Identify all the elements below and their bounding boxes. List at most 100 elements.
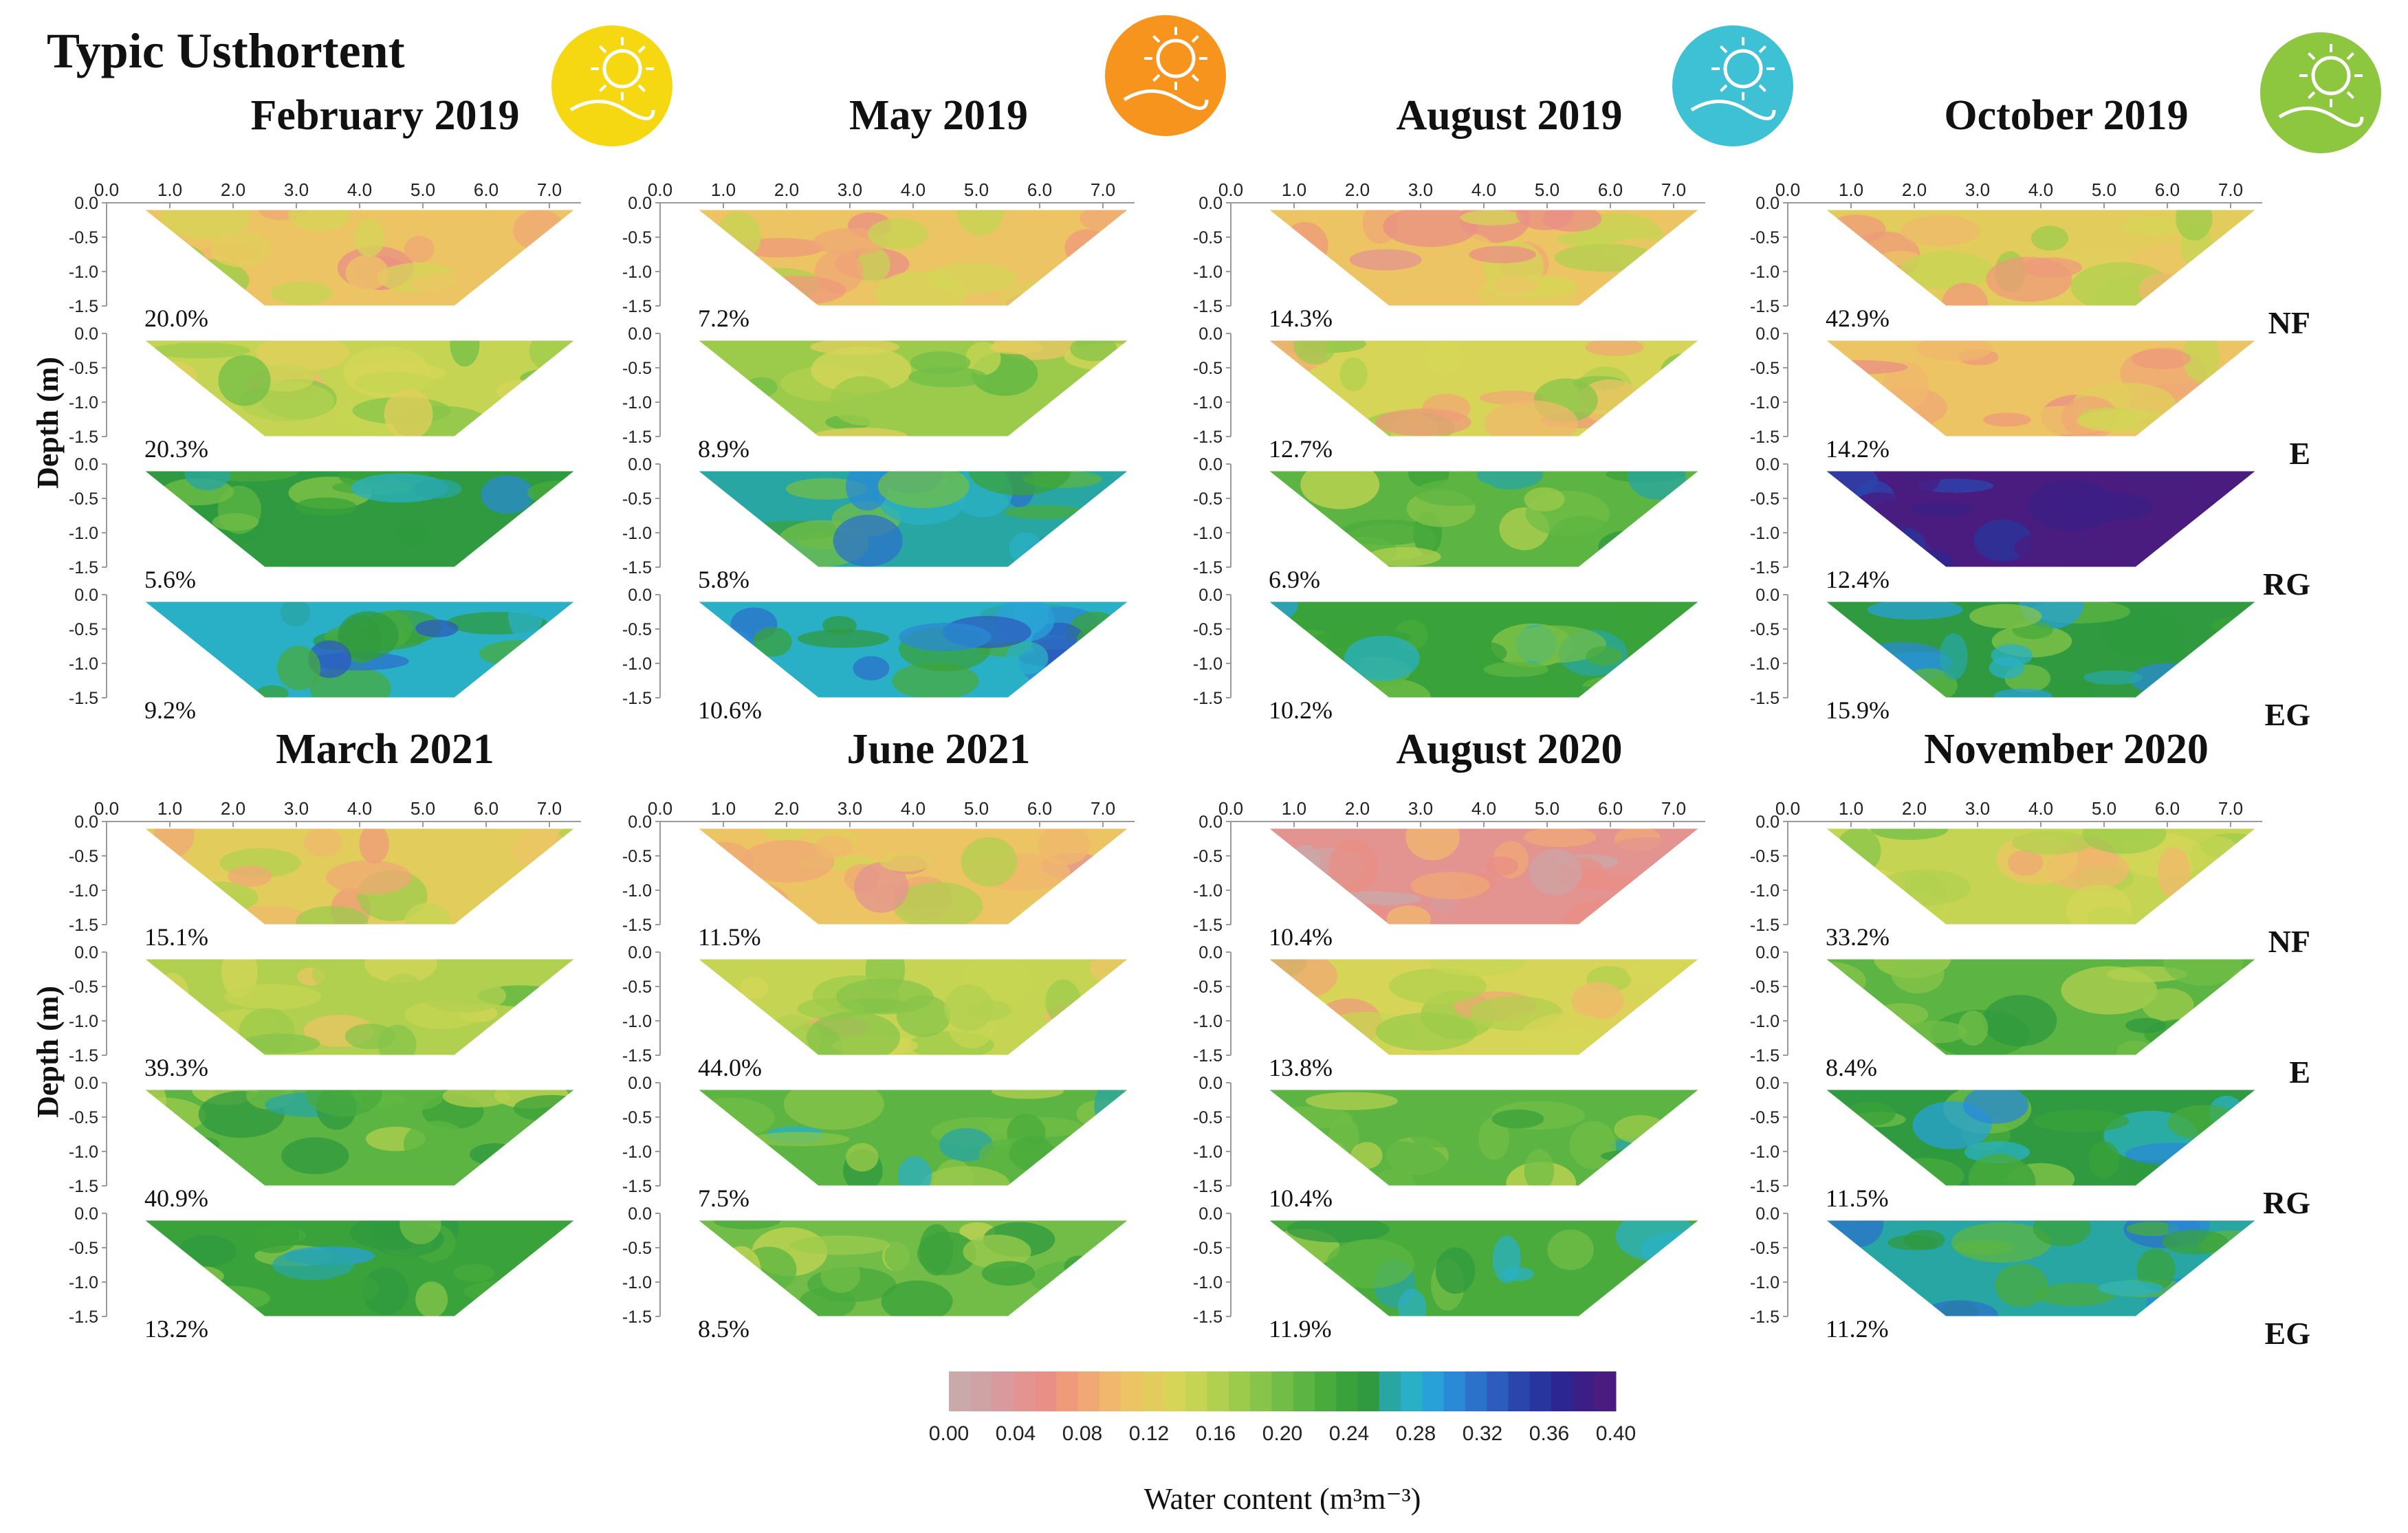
texture-blob <box>154 393 197 429</box>
texture-blob <box>1072 1038 1128 1055</box>
y-tick-label: -1.0 <box>622 1143 652 1162</box>
colorbar-swatch <box>1013 1371 1036 1411</box>
x-tick-label: 2.0 <box>1902 179 1927 200</box>
icon-glyph <box>1156 38 1196 78</box>
treatment-label-eg: EG <box>2265 1316 2310 1351</box>
treatment-label-nf: NF <box>2268 924 2310 959</box>
texture-blob <box>1827 214 1886 244</box>
y-tick-label: -0.5 <box>1193 620 1223 639</box>
y-tick-label: -0.5 <box>69 1108 98 1127</box>
texture-blob <box>1339 357 1368 392</box>
x-tick-label: 6.0 <box>2155 798 2180 819</box>
texture-blob <box>2123 216 2182 236</box>
texture-blob <box>212 513 259 531</box>
texture-blob <box>184 1137 220 1151</box>
texture-blob <box>144 849 179 865</box>
texture-blob <box>1611 412 1676 437</box>
colorbar: 0.00 0.04 0.08 0.12 0.16 0.20 0.24 0.28 0.32 0.36… <box>929 1371 1636 1445</box>
texture-blob <box>470 1143 521 1166</box>
texture-blob <box>2206 668 2256 692</box>
colorbar-swatch <box>1465 1371 1487 1411</box>
y-tick-label: -0.5 <box>1750 359 1780 378</box>
texture-blob <box>296 905 369 925</box>
texture-blob <box>1903 471 1941 494</box>
colorbar-swatch <box>1121 1371 1143 1411</box>
panel-title: October 2019 <box>1944 92 2188 139</box>
texture-blob <box>1045 414 1092 437</box>
texture-blob <box>479 639 567 668</box>
y-tick-label: -0.5 <box>69 1239 98 1258</box>
colorbar-swatch <box>1185 1371 1207 1411</box>
percent-label: 9.2% <box>144 696 196 724</box>
texture-blob <box>1968 1154 2029 1186</box>
icon-glyph <box>2311 56 2351 96</box>
texture-blob <box>2189 836 2242 878</box>
texture-blob <box>1529 849 1582 895</box>
y-tick-label: -1.5 <box>69 689 98 708</box>
texture-blob <box>1293 340 1337 365</box>
x-tick-label: 7.0 <box>1091 179 1115 200</box>
percent-label: 8.9% <box>698 435 749 463</box>
y-tick-label: 0.0 <box>74 943 98 962</box>
x-tick-label: 3.0 <box>1408 798 1433 819</box>
texture-blob <box>228 865 272 887</box>
x-tick-label: 4.0 <box>901 798 926 819</box>
panel-february-2019: February 2019 0.0 1.0 2.0 3.0 4.0 5.0 6.0 7.0 0.0… <box>69 92 581 724</box>
icon-wave <box>1690 100 1776 120</box>
colorbar-swatch <box>1099 1371 1121 1411</box>
y-tick-label: -1.0 <box>69 1273 98 1292</box>
y-tick-label: -0.5 <box>622 489 652 509</box>
texture-blob <box>2204 885 2256 905</box>
texture-blob <box>256 685 289 698</box>
texture-blob <box>144 1090 166 1118</box>
texture-blob <box>748 276 846 305</box>
texture-blob <box>1628 471 1686 500</box>
y-tick-label: -1.0 <box>1750 1143 1780 1162</box>
texture-blob <box>698 234 745 270</box>
texture-blob <box>1659 394 1699 433</box>
texture-blob <box>968 471 1071 496</box>
colorbar-tick-label: 0.36 <box>1529 1422 1569 1445</box>
texture-blob <box>698 624 756 671</box>
y-tick-label: -1.0 <box>1193 263 1223 282</box>
y-tick-label: -0.5 <box>69 978 98 997</box>
texture-blob <box>853 656 890 681</box>
icon-wave <box>1123 89 1209 110</box>
texture-blob <box>148 530 192 562</box>
texture-blob <box>910 351 971 374</box>
texture-blob <box>1614 1115 1667 1144</box>
texture-blob <box>1512 685 1613 698</box>
percent-label: 15.9% <box>1826 696 1890 724</box>
y-tick-label: -1.5 <box>622 1177 652 1196</box>
y-tick-label: -1.5 <box>1750 689 1780 708</box>
colorbar-swatch <box>1357 1371 1380 1411</box>
x-tick-label: 3.0 <box>838 798 862 819</box>
texture-blob <box>1045 979 1081 1025</box>
texture-blob <box>716 211 761 261</box>
texture-blob <box>783 1090 884 1130</box>
y-tick-label: 0.0 <box>1755 324 1780 344</box>
profile-eg <box>1269 1220 1699 1316</box>
texture-blob <box>2097 1280 2164 1296</box>
texture-blob <box>1870 828 1949 840</box>
y-tick-label: -1.0 <box>1193 524 1223 543</box>
texture-blob <box>746 544 794 567</box>
percent-label: 8.5% <box>698 1315 749 1343</box>
texture-blob <box>1502 1266 1534 1281</box>
texture-blob <box>1084 1162 1115 1186</box>
texture-blob <box>1898 550 1953 567</box>
y-tick-label: -0.5 <box>1193 847 1223 866</box>
colorbar-swatch <box>1163 1371 1186 1411</box>
texture-blob <box>1064 229 1110 267</box>
texture-blob <box>144 1263 224 1290</box>
y-tick-label: -1.5 <box>622 428 652 447</box>
texture-blob <box>1287 1220 1390 1243</box>
y-tick-label: -1.5 <box>1193 689 1223 708</box>
icon-disc <box>2260 32 2381 153</box>
profile-outline <box>143 1220 576 1317</box>
texture-blob <box>921 1166 1011 1186</box>
texture-blob <box>155 536 202 560</box>
y-tick-label: -1.5 <box>1750 916 1780 935</box>
y-tick-label: -1.0 <box>622 1273 652 1292</box>
y-tick-label: 0.0 <box>1198 1204 1223 1224</box>
